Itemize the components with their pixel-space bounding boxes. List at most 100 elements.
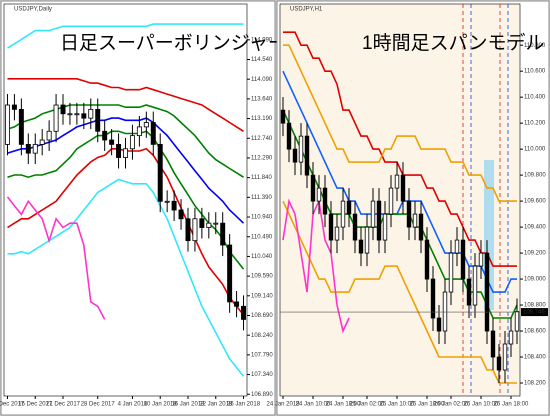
y-tick-label: 107.340: [251, 372, 273, 378]
y-tick-label: 110.000: [524, 147, 546, 153]
y-tick-label: 108.400: [524, 355, 546, 361]
candle-body: [292, 148, 298, 163]
x-tick-label: 24 Jan 10:00: [296, 402, 331, 408]
indicator-line: [282, 109, 518, 319]
y-tick-label: 109.200: [524, 251, 546, 257]
candle-body: [298, 135, 304, 163]
candle-body: [454, 239, 460, 254]
candle-body: [502, 343, 508, 371]
candle-body: [116, 143, 122, 158]
y-tick-label: 110.800: [524, 43, 546, 49]
y-tick-label: 112.740: [251, 136, 273, 142]
y-tick-label: 107.790: [251, 352, 273, 358]
candle-body: [496, 356, 502, 371]
y-tick-label: 109.800: [524, 173, 546, 179]
indicator-line: [283, 31, 517, 267]
indicator-line: [282, 198, 350, 334]
x-tick-label: 25 Jan 18:00: [410, 402, 445, 408]
candle-body: [74, 113, 80, 116]
candle-body: [442, 291, 448, 332]
candle-body: [358, 239, 364, 254]
candle-body: [310, 174, 316, 202]
y-tick-label: 110.940: [251, 215, 273, 221]
indicator-line: [7, 23, 244, 49]
chart-annotation: 日足スーパーボリンジャー: [60, 32, 287, 54]
x-tick-label: 24 Jan 2018: [266, 402, 300, 408]
candle-body: [304, 135, 310, 176]
candle-body: [102, 130, 108, 141]
chart-title: USDJPY,H1: [290, 7, 323, 13]
candle-body: [206, 222, 212, 228]
candle-body: [376, 200, 382, 241]
candle-body: [11, 104, 17, 110]
candle-body: [340, 200, 346, 228]
candle-body: [192, 218, 198, 242]
candle-body: [370, 200, 376, 228]
x-tick-label: 28 Dec 2017: [81, 402, 116, 408]
candle-body: [25, 143, 31, 154]
candle-body: [418, 213, 424, 241]
x-tick-label: 4 Jan 2018: [118, 402, 148, 408]
last-price-label: 108.746: [523, 310, 545, 316]
candle-body: [185, 218, 191, 242]
candle-body: [32, 143, 38, 154]
y-tick-label: 114.090: [251, 77, 273, 83]
candle-body: [388, 187, 394, 215]
candle-body: [400, 174, 406, 202]
candle-body: [334, 226, 340, 241]
candle-body: [60, 104, 66, 115]
candle-body: [382, 213, 388, 241]
y-tick-label: 110.490: [251, 234, 273, 240]
y-tick-label: 109.000: [524, 277, 546, 283]
indicator-line: [282, 200, 517, 384]
candle-body: [508, 330, 514, 345]
x-tick-label: 26 Jan 18:00: [494, 402, 529, 408]
y-tick-label: 111.390: [251, 195, 272, 201]
candle-body: [286, 122, 292, 150]
x-tick-label: 22 Jan 2018: [199, 402, 233, 408]
candle-body: [352, 213, 358, 241]
candle-body: [436, 317, 442, 332]
candle-body: [150, 122, 156, 145]
candle-body: [424, 239, 430, 280]
x-tick-label: 26 Jan 2018: [227, 402, 261, 408]
candle-body: [490, 330, 496, 358]
x-tick-label: 10 Jan 2018: [144, 402, 178, 408]
x-tick-label: 26 Jan 10:00: [464, 402, 499, 408]
last-price-box: [521, 308, 548, 317]
y-tick-label: 108.800: [524, 303, 546, 309]
candle-body: [157, 143, 163, 202]
indicator-line: [7, 104, 244, 178]
y-tick-label: 109.140: [251, 293, 273, 299]
indicator-line: [7, 130, 245, 270]
indicator-line: [282, 70, 517, 293]
candle-body: [472, 265, 478, 306]
candle-body: [143, 122, 149, 128]
candle-body: [460, 239, 466, 280]
candle-body: [484, 252, 490, 332]
candle-body: [220, 222, 226, 246]
candle-body: [39, 139, 45, 145]
candle-body: [406, 200, 412, 228]
highlight-band: [484, 160, 494, 310]
candle-body: [129, 135, 135, 150]
candle-body: [53, 104, 59, 132]
y-tick-label: 114.540: [251, 57, 273, 63]
candle-body: [466, 278, 472, 306]
candle-body: [18, 108, 24, 145]
y-tick-label: 109.400: [524, 225, 546, 231]
candle-body: [322, 187, 328, 215]
candle-body: [213, 222, 219, 225]
candle-body: [123, 148, 128, 158]
y-tick-label: 108.200: [524, 381, 546, 387]
y-tick-label: 109.590: [251, 274, 273, 280]
y-tick-label: 110.400: [524, 95, 546, 101]
y-tick-label: 114.990: [251, 37, 273, 43]
candle-body: [364, 226, 370, 254]
x-tick-label: 15 Dec 2017: [18, 402, 53, 408]
candle-body: [227, 244, 233, 303]
chart-annotation: 1時間足スパンモデル: [362, 32, 545, 54]
x-tick-label: 25 Jan 10:00: [380, 402, 415, 408]
y-tick-label: 110.200: [524, 121, 546, 127]
